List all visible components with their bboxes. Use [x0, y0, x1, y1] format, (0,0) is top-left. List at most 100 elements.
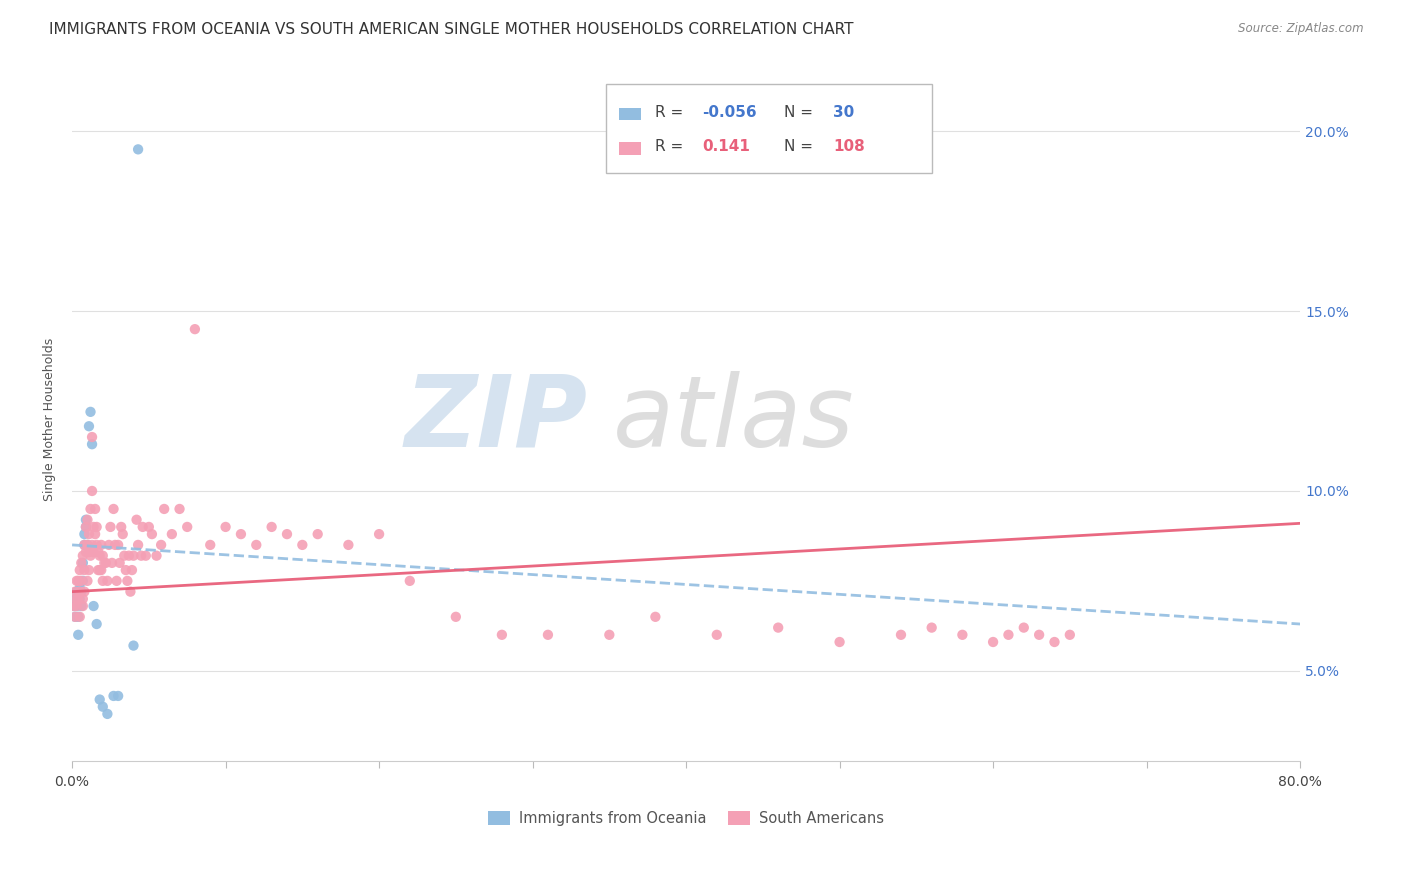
FancyBboxPatch shape — [606, 84, 932, 173]
Point — [67, 574, 90, 588]
Legend: Immigrants from Oceania, South Americans: Immigrants from Oceania, South Americans — [482, 805, 890, 832]
Point — [96, 706, 118, 721]
Point — [70, 599, 93, 613]
Point — [127, 538, 149, 552]
Point — [444, 610, 467, 624]
Point — [94, 556, 117, 570]
Point — [89, 549, 111, 563]
Point — [997, 628, 1019, 642]
Point — [107, 689, 129, 703]
Text: N =: N = — [785, 139, 818, 154]
Point — [1059, 628, 1081, 642]
Point — [73, 538, 96, 552]
Point — [86, 538, 108, 552]
Point — [76, 513, 98, 527]
Point — [96, 574, 118, 588]
Point — [80, 483, 103, 498]
Point — [66, 591, 89, 606]
Point — [84, 502, 107, 516]
Point — [86, 617, 108, 632]
Point — [69, 563, 91, 577]
Point — [89, 563, 111, 577]
Point — [120, 584, 142, 599]
Point — [79, 502, 101, 516]
Text: ZIP: ZIP — [405, 370, 588, 467]
Point — [83, 599, 105, 613]
Point — [398, 574, 420, 588]
Point — [103, 689, 125, 703]
Point — [67, 610, 90, 624]
Point — [91, 574, 114, 588]
Point — [1043, 635, 1066, 649]
Point — [107, 538, 129, 552]
Point — [90, 538, 112, 552]
Point — [79, 549, 101, 563]
FancyBboxPatch shape — [619, 108, 641, 120]
Text: 30: 30 — [834, 104, 855, 120]
Point — [84, 527, 107, 541]
Point — [150, 538, 173, 552]
Point — [110, 520, 132, 534]
Point — [368, 527, 391, 541]
Point — [118, 549, 141, 563]
Point — [276, 527, 298, 541]
Point — [75, 520, 97, 534]
Point — [83, 545, 105, 559]
Y-axis label: Single Mother Households: Single Mother Households — [44, 337, 56, 500]
Point — [129, 549, 152, 563]
Point — [117, 574, 139, 588]
Point — [537, 628, 560, 642]
Point — [76, 574, 98, 588]
Point — [86, 520, 108, 534]
Point — [83, 520, 105, 534]
Point — [138, 520, 160, 534]
FancyBboxPatch shape — [619, 143, 641, 154]
Point — [62, 599, 84, 613]
Point — [66, 584, 89, 599]
Point — [121, 563, 143, 577]
Point — [229, 527, 252, 541]
Point — [291, 538, 314, 552]
Point — [67, 591, 90, 606]
Point — [70, 556, 93, 570]
Point — [66, 574, 89, 588]
Point — [127, 142, 149, 156]
Point — [114, 563, 136, 577]
Point — [706, 628, 728, 642]
Point — [77, 545, 100, 559]
Point — [122, 639, 145, 653]
Text: atlas: atlas — [613, 370, 853, 467]
Point — [66, 599, 89, 613]
Point — [89, 692, 111, 706]
Text: -0.056: -0.056 — [702, 104, 756, 120]
Point — [141, 527, 163, 541]
Point — [105, 574, 128, 588]
Point — [80, 437, 103, 451]
Point — [63, 610, 86, 624]
Point — [100, 520, 122, 534]
Point — [97, 538, 120, 552]
Point — [67, 628, 90, 642]
Point — [73, 538, 96, 552]
Point — [63, 584, 86, 599]
Point — [87, 563, 110, 577]
Point — [73, 527, 96, 541]
Point — [76, 538, 98, 552]
Point — [77, 563, 100, 577]
Point — [122, 549, 145, 563]
Text: R =: R = — [655, 139, 689, 154]
Point — [72, 591, 94, 606]
Point — [644, 610, 666, 624]
Point — [337, 538, 360, 552]
Point — [245, 538, 267, 552]
Text: 108: 108 — [834, 139, 865, 154]
Point — [145, 549, 167, 563]
Point — [80, 430, 103, 444]
Point — [69, 610, 91, 624]
Point — [131, 520, 153, 534]
Point — [1028, 628, 1050, 642]
Point — [111, 527, 134, 541]
Point — [1012, 621, 1035, 635]
Point — [77, 527, 100, 541]
Point — [63, 610, 86, 624]
